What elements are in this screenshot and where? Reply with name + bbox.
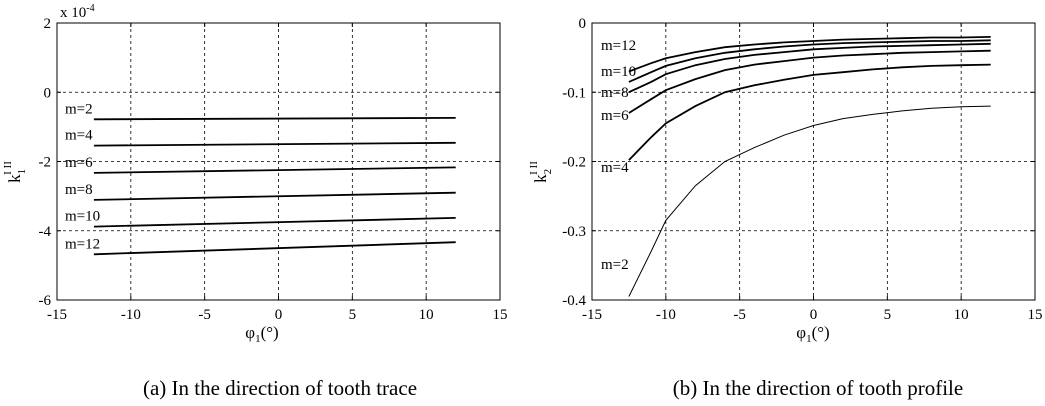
- chart-a-series-m8-line: [93, 191, 456, 201]
- chart-a-xlabel-sub: 1: [255, 333, 261, 345]
- chart-a: -15 -10 -5 0 5 10 15-6-4-202 m=2m=4m=6m=8m=10m…: [2, 3, 508, 400]
- chart-a-series-label: m=6: [65, 155, 93, 171]
- chart-a-xtick-label: -5: [198, 307, 211, 323]
- chart-a-xtick-label: -10: [121, 307, 141, 323]
- chart-a-ticks: -15 -10 -5 0 5 10 15 -6 -4 -2 0 2: [39, 16, 508, 323]
- chart-b-ytick-label: -0.3: [562, 224, 586, 240]
- chart-a-series-m10-line: [93, 217, 456, 228]
- chart-b-ylabel-sup: I II: [528, 161, 540, 175]
- chart-b-series-m12-line: [628, 36, 991, 73]
- chart-b-xlabel-unit: (°): [812, 323, 830, 342]
- chart-a-xlabel: φ1(°): [245, 323, 278, 345]
- chart-a-series-label: m=4: [65, 128, 93, 144]
- chart-a-series-label: m=10: [65, 209, 100, 225]
- chart-a-ytick-label: -6: [39, 293, 52, 309]
- chart-b-grid: [592, 23, 1035, 300]
- chart-a-ylabel: k1I II: [2, 161, 28, 183]
- chart-b-ylabel-sub: 2: [542, 169, 554, 175]
- chart-a-ylabel-sup: I II: [2, 161, 14, 175]
- svg-text:k2I II: k2I II: [528, 161, 554, 183]
- chart-b-xtick-label: -10: [656, 307, 676, 323]
- chart-a-ytick-label: -4: [39, 224, 52, 240]
- chart-b-series-label: m=2: [601, 257, 629, 273]
- chart-b-xlabel: φ1(°): [796, 323, 829, 345]
- chart-a-ytick-label: 2: [44, 16, 52, 32]
- chart-b-xlabel-symbol: φ: [796, 323, 806, 342]
- chart-a-ylabel-sub: 1: [16, 169, 28, 175]
- chart-b-series-label: m=8: [601, 85, 629, 101]
- chart-b-xlabel-sub: 1: [806, 333, 812, 345]
- chart-a-series-m4-line: [93, 141, 456, 147]
- chart-b-xtick-label: -5: [733, 307, 746, 323]
- chart-b-ytick-label: -0.4: [562, 293, 586, 309]
- chart-b-xtick-label: 5: [884, 307, 892, 323]
- svg-text:φ1(°): φ1(°): [796, 323, 829, 345]
- chart-b-xtick-label: 15: [1028, 307, 1043, 323]
- chart-b: -15 -10 -5 0 5 10 15-0.4-0.3-0.2-0.10 m=2m=4m=…: [528, 16, 1043, 400]
- chart-a-series-label: m=8: [65, 182, 93, 198]
- chart-b-series-m4-line: [628, 63, 991, 161]
- chart-b-series-label: m=4: [601, 160, 629, 176]
- chart-b-ylabel-symbol: k: [531, 174, 550, 183]
- svg-text:k1I II: k1I II: [2, 161, 28, 183]
- chart-a-xtick-label: 5: [349, 307, 357, 323]
- chart-a-ylabel-symbol: k: [5, 174, 24, 183]
- chart-a-ytick-label: 0: [44, 85, 52, 101]
- chart-a-series: m=2 m=4 m=6 m=8 m=10 m=12: [65, 101, 456, 256]
- chart-a-series-m2-line: [93, 117, 456, 121]
- chart-b-caption: (b) In the direction of tooth profile: [673, 376, 963, 400]
- chart-b-ylabel: k2I II: [528, 161, 554, 183]
- chart-a-xtick-label: 15: [493, 307, 508, 323]
- chart-b-ytick-label: 0: [579, 16, 587, 32]
- chart-b-ticks: -15 -10 -5 0 5 10 15 -0.4 -0.3 -0.2 -0.1 0: [562, 16, 1042, 323]
- chart-b-xtick-label: 10: [954, 307, 969, 323]
- svg-text:φ1(°): φ1(°): [245, 323, 278, 345]
- chart-a-ytick-label: -2: [39, 155, 52, 171]
- chart-a-xtick-label: -15: [47, 307, 67, 323]
- chart-b-ytick-label: -0.1: [562, 85, 586, 101]
- chart-b-ytick-label: -0.2: [562, 155, 586, 171]
- chart-a-exponent: x 10-4: [60, 3, 95, 21]
- chart-b-series-label: m=6: [601, 108, 629, 124]
- chart-b-series-m2-line: [628, 105, 991, 297]
- chart-a-series-label: m=2: [65, 101, 93, 117]
- chart-a-series-m12-line: [93, 241, 456, 256]
- chart-b-series-m8-line: [628, 42, 991, 94]
- chart-b-series-m10-line: [628, 39, 991, 83]
- chart-a-xlabel-symbol: φ: [245, 323, 255, 342]
- chart-b-series-label: m=10: [601, 64, 636, 80]
- chart-a-xtick-label: 0: [275, 307, 283, 323]
- chart-b-series-label: m=12: [601, 38, 636, 54]
- chart-b-xtick-label: 0: [810, 307, 818, 323]
- chart-a-caption: (a) In the direction of tooth trace: [143, 376, 417, 400]
- chart-a-xlabel-unit: (°): [261, 323, 279, 342]
- chart-b-series: m=2 m=4 m=6 m=8 m=10 m=12: [601, 36, 991, 297]
- chart-b-xtick-label: -15: [582, 307, 602, 323]
- chart-a-series-m6-line: [93, 166, 456, 174]
- chart-a-series-label: m=12: [65, 236, 100, 252]
- chart-a-xtick-label: 10: [419, 307, 434, 323]
- chart-a-grid: [57, 23, 500, 300]
- chart-b-series-m6-line: [628, 49, 991, 114]
